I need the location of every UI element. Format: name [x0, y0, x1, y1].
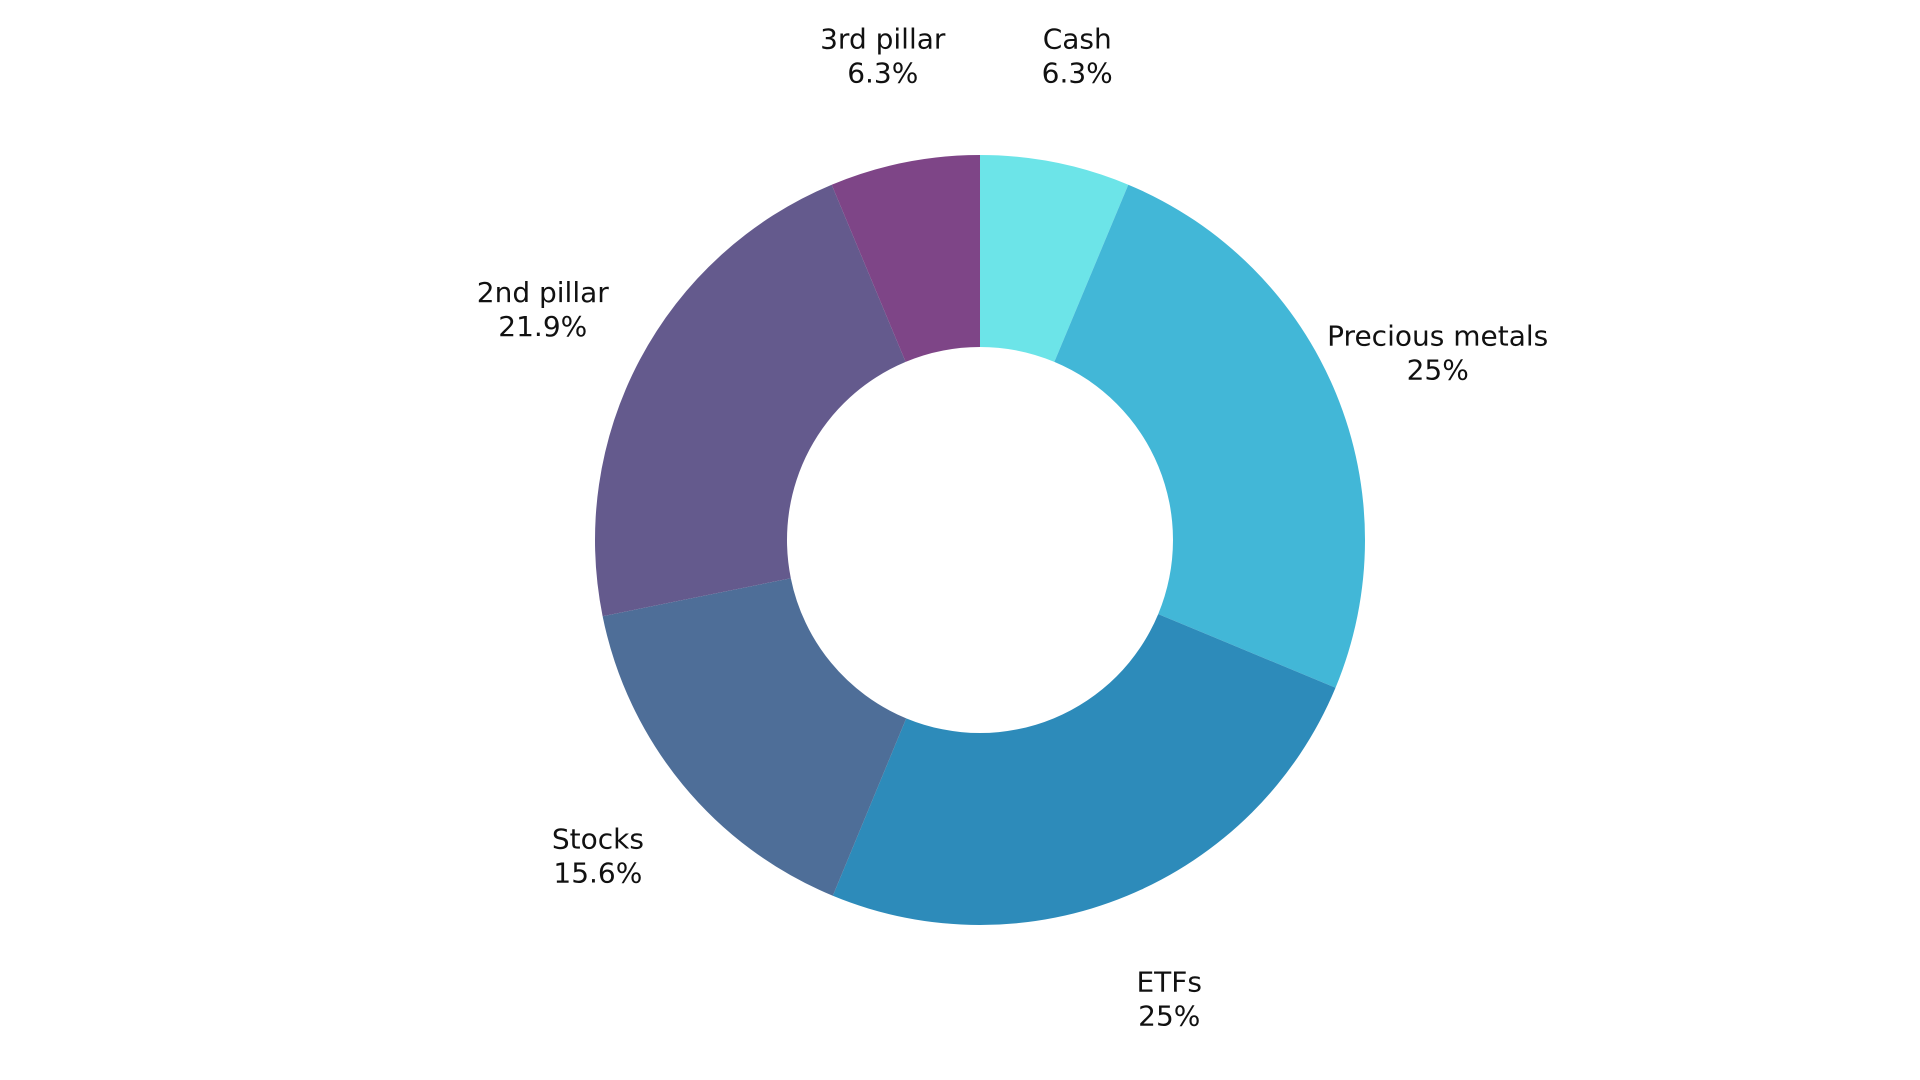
slice-label-etfs: ETFs 25%	[1136, 965, 1202, 1032]
slice-name: ETFs	[1136, 965, 1202, 998]
slice-label-stocks: Stocks 15.6%	[552, 823, 644, 890]
slice-percent: 6.3%	[847, 57, 918, 90]
slice-name: Cash	[1043, 23, 1112, 56]
slices-group	[595, 155, 1366, 925]
slice-precious-metals	[1054, 184, 1366, 688]
slice-2nd-pillar	[595, 184, 906, 617]
slice-name: 2nd pillar	[477, 276, 610, 309]
slice-stocks	[602, 578, 907, 896]
slice-label-2nd-pillar: 2nd pillar 21.9%	[477, 276, 610, 343]
slice-label-precious-metals: Precious metals 25%	[1327, 319, 1548, 386]
slice-name: 3rd pillar	[820, 23, 946, 56]
slice-label-3rd-pillar: 3rd pillar 6.3%	[820, 23, 946, 90]
slice-percent: 25%	[1407, 353, 1469, 386]
slice-percent: 21.9%	[498, 310, 587, 343]
slice-name: Precious metals	[1327, 319, 1548, 352]
slice-3rd-pillar	[831, 155, 980, 362]
slice-cash	[980, 155, 1129, 362]
slice-name: Stocks	[552, 823, 644, 856]
slice-percent: 15.6%	[553, 857, 642, 890]
slice-etfs	[832, 614, 1336, 925]
labels-group: Cash 6.3%Precious metals 25%ETFs 25%Stocks 1…	[477, 23, 1548, 1033]
slice-label-cash: Cash 6.3%	[1042, 23, 1113, 90]
slice-percent: 6.3%	[1042, 57, 1113, 90]
slice-percent: 25%	[1138, 999, 1200, 1032]
